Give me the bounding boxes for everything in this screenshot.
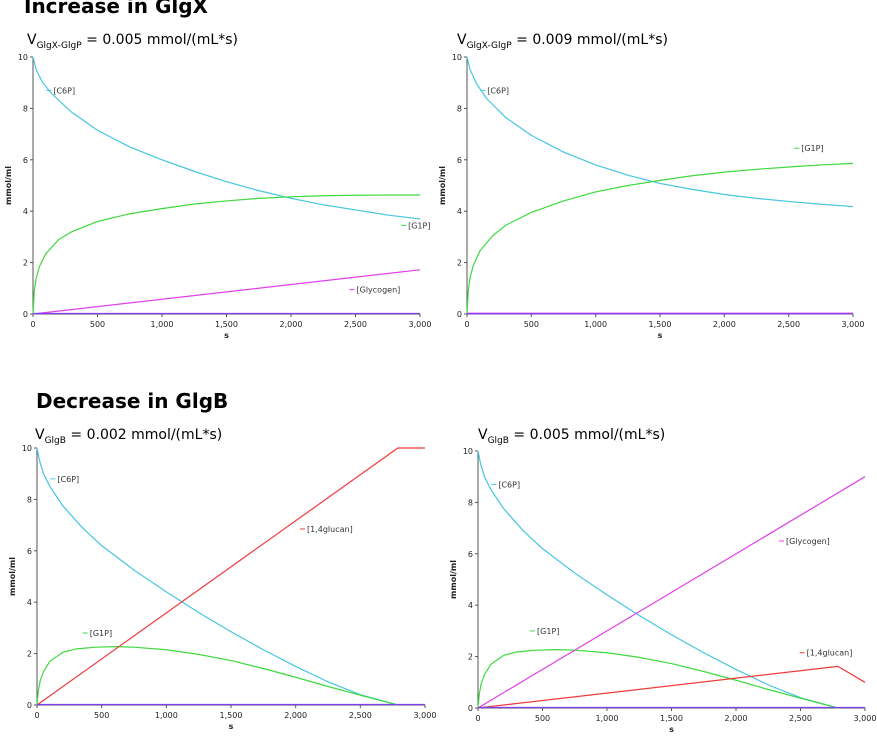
y-tick-label: 0 bbox=[457, 310, 462, 319]
y-tick-label: 8 bbox=[27, 495, 32, 504]
x-tick-label: 0 bbox=[464, 320, 469, 329]
y-tick-label: 6 bbox=[468, 550, 473, 559]
x-tick-label: 1,000 bbox=[596, 714, 619, 723]
x-tick-label: 1,500 bbox=[649, 320, 672, 329]
chart-subtitle-1: VGlgX-GlgP = 0.005 mmol/(mL*s) bbox=[27, 32, 238, 51]
x-tick-label: 500 bbox=[94, 711, 109, 720]
series-label: [Glycogen] bbox=[357, 286, 401, 295]
x-tick-label: 2,000 bbox=[725, 714, 748, 723]
y-tick-label: 0 bbox=[23, 310, 28, 319]
chart-glgb-0005: 0 2 4 6 8 10 0 500 1,000 1,500 2,000 2,500 3,000 s mmo… bbox=[449, 447, 877, 734]
y-tick-label: 6 bbox=[27, 547, 32, 556]
series-label: [G1P] bbox=[801, 144, 823, 153]
y-axis-label: mmol/ml bbox=[438, 166, 447, 205]
x-tick-label: 0 bbox=[475, 714, 480, 723]
x-axis-label: s bbox=[224, 331, 229, 340]
x-tick-label: 3,000 bbox=[409, 320, 432, 329]
section-title-decrease-glgb: Decrease in GlgB bbox=[36, 389, 229, 413]
chart-glgx-0005: 0 2 4 6 8 10 0 500 1,000 1,500 2,000 2,500 3,000 s mmo… bbox=[4, 53, 432, 340]
y-axis-label: mmol/ml bbox=[4, 166, 13, 205]
chart-subtitle-4: VGlgB = 0.005 mmol/(mL*s) bbox=[478, 427, 666, 446]
x-axis-label: s bbox=[229, 722, 234, 731]
x-tick-label: 1,500 bbox=[220, 711, 243, 720]
x-tick-label: 1,000 bbox=[155, 711, 178, 720]
section-title-increase-glgx: Increase in GlgX bbox=[24, 0, 208, 18]
chart-glgx-0009: 0 2 4 6 8 10 0 500 1,000 1,500 2,000 2,500 3,000 s mmo… bbox=[438, 53, 865, 340]
series-label: [G1P] bbox=[90, 629, 112, 638]
x-tick-label: 2,500 bbox=[349, 711, 372, 720]
x-tick-label: 2,000 bbox=[713, 320, 736, 329]
x-tick-label: 0 bbox=[34, 711, 39, 720]
x-tick-label: 2,000 bbox=[280, 320, 303, 329]
x-axis-label: s bbox=[658, 331, 663, 340]
series-c6p-line bbox=[466, 56, 854, 208]
chart-subtitle-3: VGlgB = 0.002 mmol/(mL*s) bbox=[35, 427, 223, 446]
y-tick-label: 10 bbox=[22, 444, 32, 453]
y-tick-label: 2 bbox=[457, 259, 462, 268]
y-tick-label: 2 bbox=[27, 650, 32, 659]
series-label: [G1P] bbox=[537, 627, 559, 636]
series-label: [G1P] bbox=[408, 221, 430, 230]
y-tick-label: 8 bbox=[23, 104, 28, 113]
y-tick-label: 10 bbox=[452, 53, 462, 62]
series-label: [C6P] bbox=[53, 86, 75, 95]
y-axis-label: mmol/ml bbox=[449, 560, 458, 599]
y-tick-label: 6 bbox=[23, 156, 28, 165]
y-tick-label: 4 bbox=[457, 207, 462, 216]
x-tick-label: 2,000 bbox=[284, 711, 307, 720]
series-g1p-line bbox=[32, 194, 420, 315]
series-g1p-line bbox=[466, 162, 854, 315]
series-label: [C6P] bbox=[498, 480, 520, 489]
chart-subtitle-2: VGlgX-GlgP = 0.009 mmol/(mL*s) bbox=[457, 32, 668, 51]
x-tick-label: 2,500 bbox=[777, 320, 800, 329]
y-tick-label: 8 bbox=[468, 498, 473, 507]
y-tick-label: 0 bbox=[27, 701, 32, 710]
series-glycogen-line bbox=[32, 269, 421, 315]
series-glycogen-line bbox=[477, 476, 866, 709]
y-axis-label: mmol/ml bbox=[8, 557, 17, 596]
series-c6p-line bbox=[477, 450, 839, 709]
y-tick-label: 0 bbox=[468, 704, 473, 713]
x-tick-label: 500 bbox=[535, 714, 550, 723]
y-tick-label: 4 bbox=[27, 598, 32, 607]
x-tick-label: 500 bbox=[524, 320, 539, 329]
x-tick-label: 3,000 bbox=[842, 320, 865, 329]
x-tick-label: 1,500 bbox=[660, 714, 683, 723]
x-tick-label: 3,000 bbox=[414, 711, 437, 720]
y-tick-label: 4 bbox=[468, 601, 473, 610]
x-tick-label: 0 bbox=[30, 320, 35, 329]
y-tick-label: 6 bbox=[457, 156, 462, 165]
series-g1p-line bbox=[36, 646, 398, 706]
x-tick-label: 1,000 bbox=[151, 320, 174, 329]
series-1-4glucan-line bbox=[477, 665, 866, 709]
x-tick-label: 1,500 bbox=[215, 320, 238, 329]
y-tick-label: 4 bbox=[23, 207, 28, 216]
y-tick-label: 10 bbox=[18, 53, 28, 62]
series-label: [C6P] bbox=[57, 475, 79, 484]
y-tick-label: 2 bbox=[468, 653, 473, 662]
chart-glgb-0002: 0 2 4 6 8 10 0 500 1,000 1,500 2,000 2,500 3,000 s mmo… bbox=[8, 444, 437, 731]
x-tick-label: 2,500 bbox=[344, 320, 367, 329]
x-tick-label: 3,000 bbox=[854, 714, 877, 723]
series-label: [1,4glucan] bbox=[807, 649, 853, 658]
series-c6p-line bbox=[32, 56, 421, 220]
y-tick-label: 8 bbox=[457, 104, 462, 113]
series-g1p-line bbox=[477, 649, 839, 709]
x-tick-label: 500 bbox=[90, 320, 105, 329]
series-1-4glucan-line bbox=[36, 447, 425, 706]
x-tick-label: 2,500 bbox=[789, 714, 812, 723]
y-tick-label: 10 bbox=[463, 447, 473, 456]
series-label: [C6P] bbox=[487, 86, 509, 95]
x-tick-label: 1,000 bbox=[584, 320, 607, 329]
series-c6p-line bbox=[36, 447, 398, 706]
y-tick-label: 2 bbox=[23, 259, 28, 268]
series-label: [1,4glucan] bbox=[307, 525, 353, 534]
x-axis-label: s bbox=[669, 725, 674, 734]
series-label: [Glycogen] bbox=[786, 537, 830, 546]
